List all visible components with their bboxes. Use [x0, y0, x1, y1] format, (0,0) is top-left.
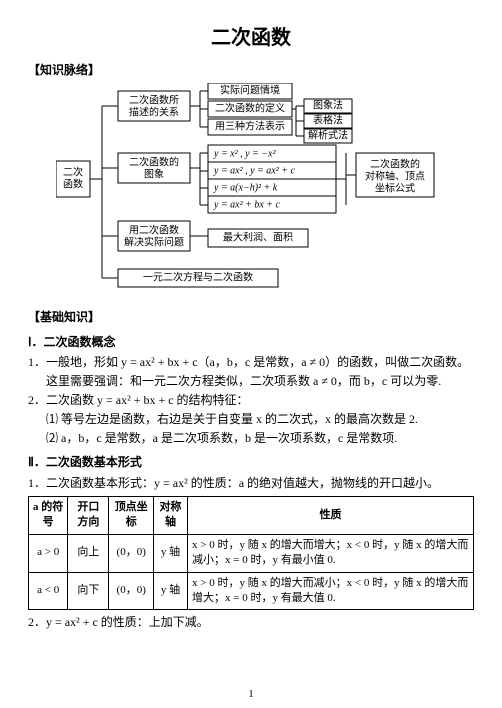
td-1-1: 向下 — [68, 572, 109, 610]
d-r1-l2: 对称轴、顶点 — [365, 169, 425, 182]
d-r1-l3: 坐标公式 — [375, 181, 415, 194]
para-2a: ⑴ 等号左边是函数，右边是关于自变量 x 的二次式，x 的最高次数是 2. — [46, 411, 474, 428]
d-eq3: y = a(x−h)² + k — [213, 182, 278, 193]
th-3: 对称轴 — [153, 496, 187, 534]
para-2: 2．二次函数 y = ax² + bx + c 的结构特征： — [28, 392, 474, 409]
para-3: 1．二次函数基本形式：y = ax² 的性质：a 的绝对值越大，抛物线的开口越小… — [28, 475, 474, 492]
th-1: 开口方向 — [68, 496, 109, 534]
heading-II: Ⅱ．二次函数基本形式 — [28, 454, 474, 471]
d-m3: 解析式法 — [308, 128, 348, 141]
td-0-3: y 轴 — [153, 534, 187, 572]
td-0-0: a > 0 — [29, 534, 68, 572]
page-title: 二次函数 — [28, 24, 474, 52]
d-root-l2: 函数 — [63, 177, 83, 190]
d-eq1: y = x² , y = −x² — [213, 148, 276, 159]
para-1: 1．一般地，形如 y = ax² + bx + c（a，b，c 是常数，a ≠ … — [28, 354, 474, 371]
th-2: 顶点坐标 — [109, 496, 153, 534]
para-4: 2．y = ax² + c 的性质：上加下减。 — [28, 614, 474, 631]
d-m2: 表格法 — [313, 113, 343, 126]
th-0: a 的符号 — [29, 496, 68, 534]
d-c1b: 二次函数的定义 — [215, 101, 285, 114]
para-2b: ⑵ a，b，c 是常数，a 是二次项系数，b 是一次项系数，c 是常数项. — [46, 430, 474, 447]
heading-I: Ⅰ．二次函数概念 — [28, 334, 474, 351]
properties-table: a 的符号 开口方向 顶点坐标 对称轴 性质 a > 0 向上 (0，0) y … — [28, 496, 474, 610]
section-basic: 【基础知识】 — [28, 309, 474, 326]
d-r1-l1: 二次函数的 — [370, 157, 420, 170]
td-0-2: (0，0) — [109, 534, 153, 572]
para-1b: 这里需要强调：和一元二次方程类似，二次项系数 a ≠ 0，而 b，c 可以为零. — [46, 373, 474, 390]
d-c1c: 用三种方法表示 — [215, 119, 285, 132]
th-4: 性质 — [187, 496, 473, 534]
concept-diagram: 二次 函数 二次函数所 描述的关系 二次函数的 图象 用二次函数 解决实际问题 … — [28, 83, 474, 301]
d-c1-l1: 二次函数所 — [129, 93, 179, 106]
d-c1-l2: 描述的关系 — [129, 105, 179, 118]
d-m1: 图象法 — [313, 98, 343, 111]
d-c3-l1: 用二次函数 — [129, 223, 179, 236]
page-number: 1 — [0, 687, 502, 702]
td-0-1: 向上 — [68, 534, 109, 572]
d-c4: 一元二次方程与二次函数 — [143, 270, 253, 283]
section-knowledge: 【知识脉络】 — [28, 62, 474, 79]
d-c1a: 实际问题情境 — [220, 83, 280, 96]
td-1-3: y 轴 — [153, 572, 187, 610]
td-1-2: (0，0) — [109, 572, 153, 610]
d-c2-l1: 二次函数的 — [129, 155, 179, 168]
d-eq4: y = ax² + bx + c — [213, 199, 281, 210]
td-0-4: x > 0 时，y 随 x 的增大而增大；x < 0 时，y 随 x 的增大而减… — [187, 534, 473, 572]
td-1-0: a < 0 — [29, 572, 68, 610]
d-root-l1: 二次 — [63, 165, 83, 178]
d-eq2: y = ax² , y = ax² + c — [213, 165, 295, 176]
td-1-4: x > 0 时，y 随 x 的增大而减小；x < 0 时，y 随 x 的增大而增… — [187, 572, 473, 610]
d-c3a: 最大利润、面积 — [223, 230, 293, 243]
d-c3-l2: 解决实际问题 — [124, 235, 184, 248]
d-c2-l2: 图象 — [144, 168, 164, 180]
